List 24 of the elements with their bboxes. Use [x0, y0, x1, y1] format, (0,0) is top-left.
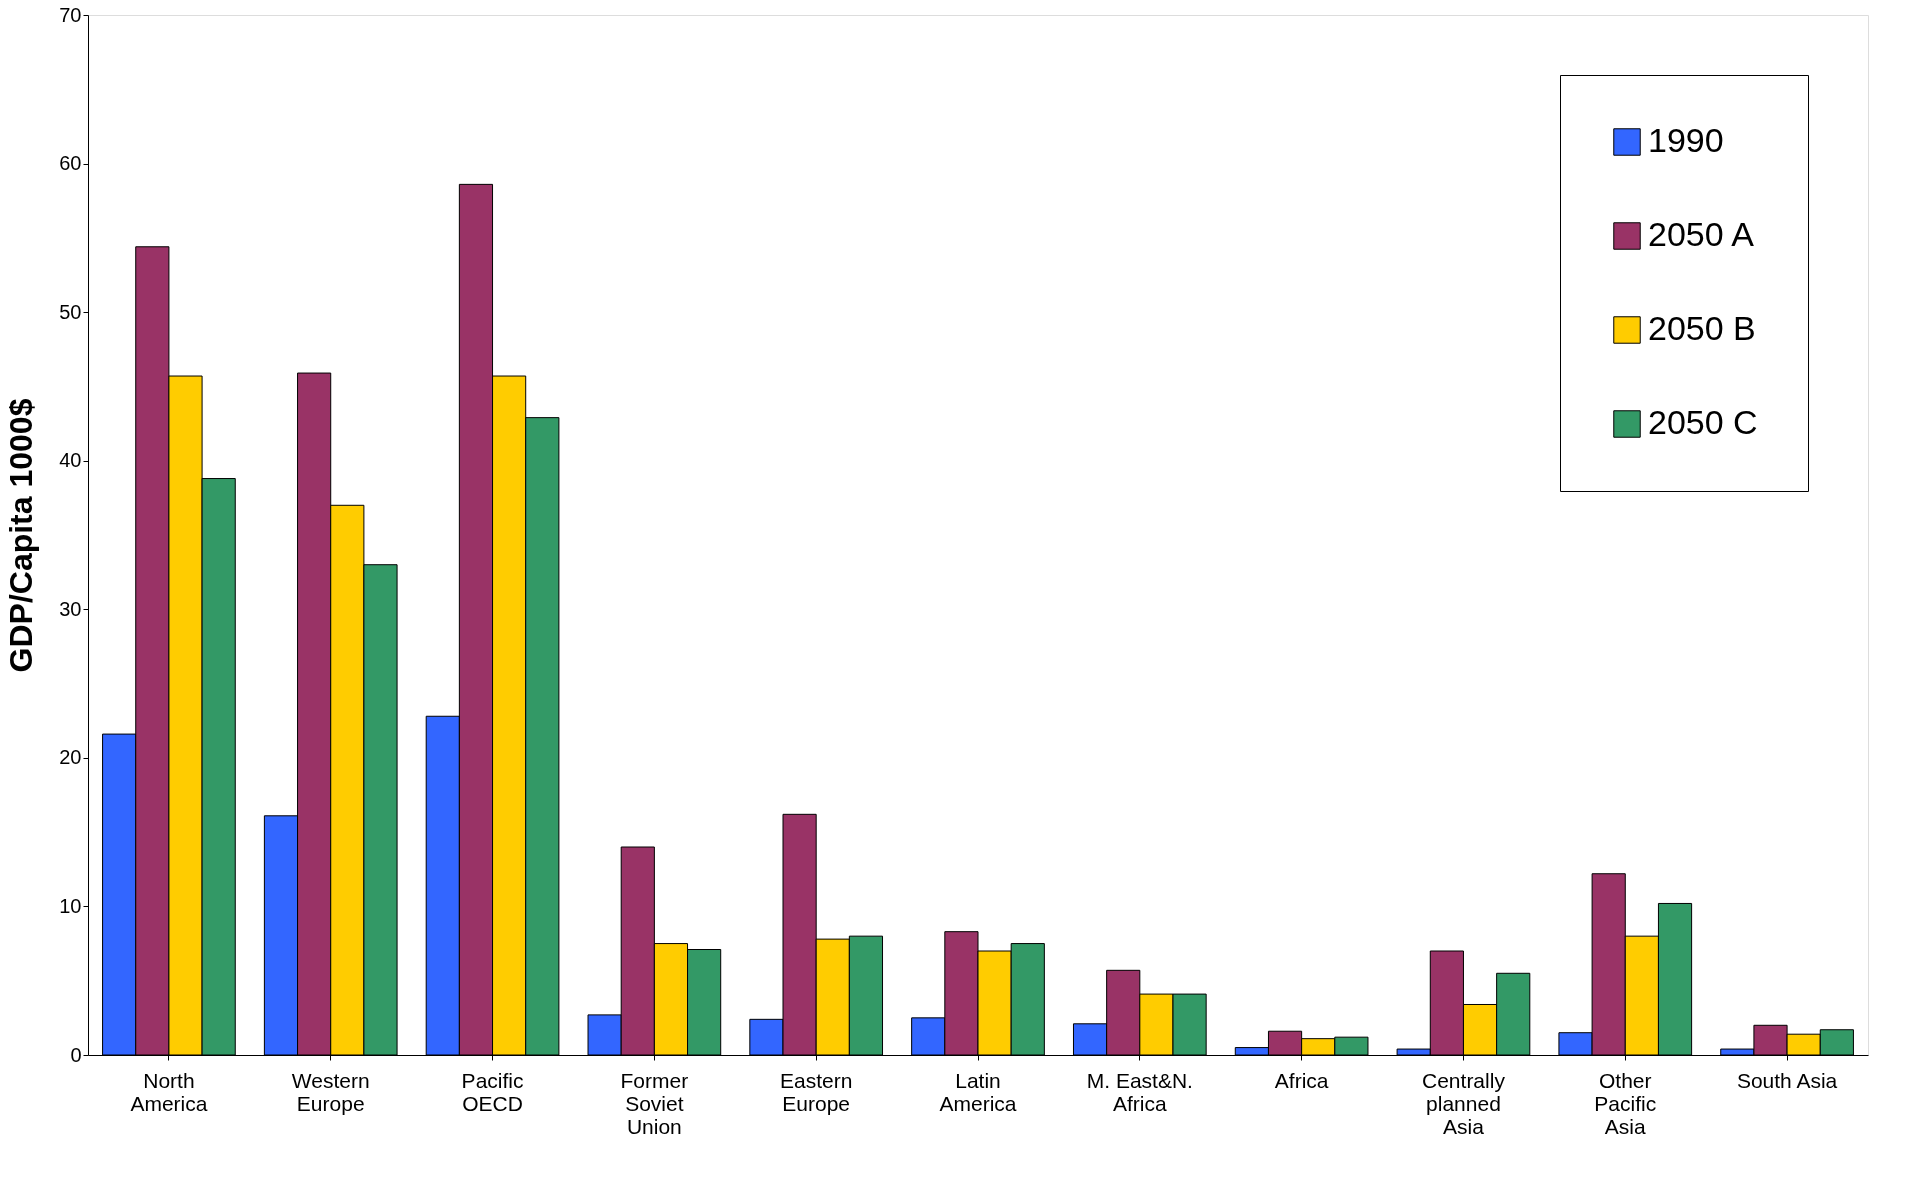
x-tick-label: Eastern Europe — [779, 1068, 853, 1115]
y-tick-label: 0 — [70, 1043, 82, 1066]
x-tick-label: Latin America — [939, 1068, 1017, 1115]
x-tick-label: North America — [130, 1068, 208, 1115]
legend-label: 2050 A — [1648, 215, 1755, 253]
y-tick-label: 70 — [59, 3, 82, 26]
y-tick-label: 60 — [59, 152, 82, 175]
y-axis-title: GDP/Capita 1000$ — [3, 398, 40, 673]
x-tick-label: Western Europe — [291, 1068, 370, 1115]
x-tick-label: Centrally planned Asia — [1422, 1068, 1506, 1138]
x-tick-label: Former Soviet Union — [620, 1068, 689, 1138]
y-tick-label: 50 — [59, 300, 82, 323]
y-tick-label: 10 — [59, 894, 82, 917]
y-tick-label: 30 — [59, 597, 82, 620]
x-tick-label: M. East&N. Africa — [1086, 1068, 1193, 1115]
legend-label: 2050 C — [1648, 403, 1758, 441]
y-tick-label: 20 — [59, 746, 82, 769]
legend-label: 1990 — [1648, 121, 1724, 159]
x-tick-label: Africa — [1274, 1068, 1329, 1092]
x-tick-label: South Asia — [1736, 1068, 1838, 1092]
y-tick-label: 40 — [59, 449, 82, 472]
x-tick-label: Other Pacific Asia — [1594, 1068, 1657, 1138]
x-tick-label: Pacific OECD — [461, 1068, 524, 1115]
legend-label: 2050 B — [1648, 309, 1756, 347]
